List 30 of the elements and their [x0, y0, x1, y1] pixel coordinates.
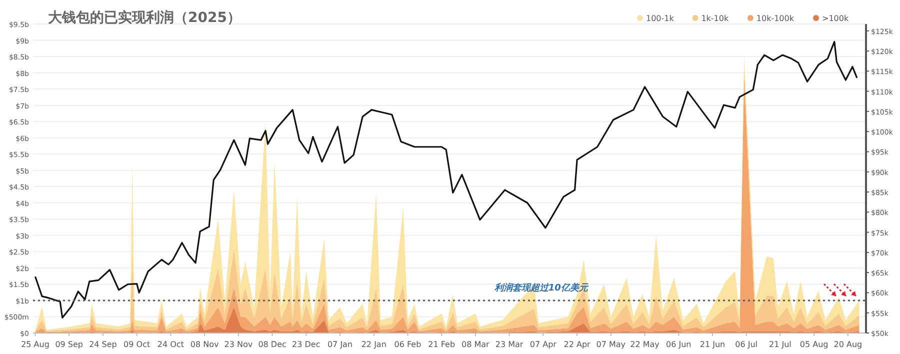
x-tick-label: 21 Jul	[769, 340, 792, 349]
x-tick-label: 20 Aug	[834, 340, 862, 349]
x-tick-label: 23 Nov	[224, 340, 253, 349]
legend-label: 1k-10k	[701, 14, 729, 23]
chart-title: 大钱包的已实现利润（2025）	[48, 9, 241, 26]
x-tick-label: 09 Oct	[124, 340, 150, 349]
x-tick-label: 21 Jun	[700, 340, 726, 349]
x-tick-label: 23 Dec	[292, 340, 320, 349]
x-tick-label: 08 Nov	[190, 340, 219, 349]
x-tick-label: 07 Apr	[530, 340, 558, 349]
x-tick-label: 08 Mar	[462, 340, 490, 349]
x-tick-label: 09 Sep	[55, 340, 84, 349]
legend-label: 100-1k	[646, 14, 674, 23]
x-tick-label: 22 Jan	[361, 340, 386, 349]
x-tick-label: 06 Feb	[394, 340, 422, 349]
legend-label: >100k	[822, 14, 849, 23]
x-tick-label: 24 Oct	[157, 340, 184, 349]
x-tick-label: 22 Apr	[564, 340, 592, 349]
x-tick-label: 06 Jun	[666, 340, 692, 349]
x-tick-label: 22 May	[630, 340, 660, 349]
x-tick-label: 05 Aug	[800, 340, 828, 349]
x-tick-label: 24 Sep	[89, 340, 117, 349]
legend-label: 10k-100k	[756, 14, 794, 23]
x-tick-label: 07 May	[596, 340, 626, 349]
x-tick-label: 21 Feb	[428, 340, 456, 349]
x-tick-label: 06 Jul	[735, 340, 758, 349]
x-tick-label: 23 Mar	[495, 340, 524, 349]
x-tick-label: 25 Aug	[21, 340, 50, 349]
x-tick-label: 07 Jan	[327, 340, 353, 349]
x-tick-label: 08 Dec	[258, 340, 286, 349]
